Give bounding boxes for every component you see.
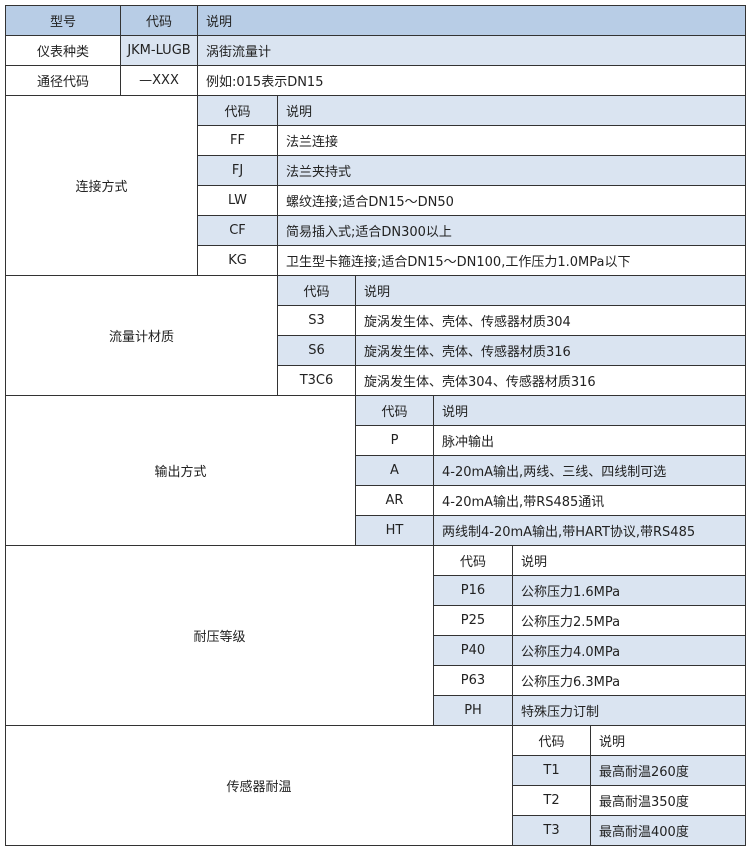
desc-header: 说明 xyxy=(513,546,746,576)
header-code: 代码 xyxy=(121,6,198,36)
code-header: 代码 xyxy=(356,396,434,426)
option-code: T2 xyxy=(513,786,591,816)
row-label: 仪表种类 xyxy=(6,36,121,66)
option-desc: 最高耐温350度 xyxy=(591,786,746,816)
desc-header: 说明 xyxy=(278,96,746,126)
section-label: 输出方式 xyxy=(6,396,356,546)
section: 传感器耐温 代码 说明 T1 最高耐温260度 T2 最高耐温350度 T3 最高耐温400度 xyxy=(6,726,746,846)
section: 流量计材质 代码 说明 S3 旋涡发生体、壳体、传感器材质304 S6 旋涡发生体、壳体、传… xyxy=(6,276,746,396)
section: 耐压等级 代码 说明 P16 公称压力1.6MPa P25 公称压力2.5MPa P40 公称压… xyxy=(6,546,746,726)
option-code: KG xyxy=(198,246,278,276)
option-code: P63 xyxy=(434,666,513,696)
code-header: 代码 xyxy=(198,96,278,126)
section-label: 耐压等级 xyxy=(6,546,434,726)
option-code: T3C6 xyxy=(278,366,356,396)
option-desc: 4-20mA输出,两线、三线、四线制可选 xyxy=(434,456,746,486)
row-code: JKM-LUGB xyxy=(121,36,198,66)
option-desc: 旋涡发生体、壳体、传感器材质316 xyxy=(356,336,746,366)
option-desc: 最高耐温400度 xyxy=(591,816,746,846)
option-desc: 简易插入式;适合DN300以上 xyxy=(278,216,746,246)
option-code: P16 xyxy=(434,576,513,606)
header-model: 型号 xyxy=(6,6,121,36)
option-desc: 两线制4-20mA输出,带HART协议,带RS485 xyxy=(434,516,746,546)
code-header: 代码 xyxy=(278,276,356,306)
section-label: 流量计材质 xyxy=(6,276,278,396)
model-selection-table: 型号 代码 说明 仪表种类 JKM-LUGB 涡街流量计 通径代码 —XXX 例… xyxy=(5,5,746,846)
section: 连接方式 代码 说明 FF 法兰连接 FJ 法兰夹持式 LW 螺纹连接;适合DN15～DN50 C… xyxy=(6,96,746,276)
option-code: FF xyxy=(198,126,278,156)
section: 输出方式 代码 说明 P 脉冲输出 A 4-20mA输出,两线、三线、四线制可选 AR 4-20… xyxy=(6,396,746,546)
option-code: S6 xyxy=(278,336,356,366)
top-section: 型号 代码 说明 仪表种类 JKM-LUGB 涡街流量计 通径代码 —XXX 例… xyxy=(6,6,746,96)
option-desc: 旋涡发生体、壳体304、传感器材质316 xyxy=(356,366,746,396)
option-code: P25 xyxy=(434,606,513,636)
desc-header: 说明 xyxy=(591,726,746,756)
option-desc: 公称压力4.0MPa xyxy=(513,636,746,666)
option-code: HT xyxy=(356,516,434,546)
row-desc: 例如:015表示DN15 xyxy=(198,66,746,96)
option-code: P xyxy=(356,426,434,456)
option-desc: 4-20mA输出,带RS485通讯 xyxy=(434,486,746,516)
option-desc: 旋涡发生体、壳体、传感器材质304 xyxy=(356,306,746,336)
header-desc: 说明 xyxy=(198,6,746,36)
option-code: S3 xyxy=(278,306,356,336)
option-code: FJ xyxy=(198,156,278,186)
option-code: P40 xyxy=(434,636,513,666)
option-code: PH xyxy=(434,696,513,726)
option-code: T3 xyxy=(513,816,591,846)
row-label: 通径代码 xyxy=(6,66,121,96)
code-header: 代码 xyxy=(513,726,591,756)
option-code: CF xyxy=(198,216,278,246)
option-desc: 公称压力2.5MPa xyxy=(513,606,746,636)
option-desc: 卫生型卡箍连接;适合DN15～DN100,工作压力1.0MPa以下 xyxy=(278,246,746,276)
section-label: 连接方式 xyxy=(6,96,198,276)
option-code: AR xyxy=(356,486,434,516)
desc-header: 说明 xyxy=(356,276,746,306)
row-desc: 涡街流量计 xyxy=(198,36,746,66)
option-desc: 法兰连接 xyxy=(278,126,746,156)
option-desc: 公称压力1.6MPa xyxy=(513,576,746,606)
option-desc: 法兰夹持式 xyxy=(278,156,746,186)
code-header: 代码 xyxy=(434,546,513,576)
option-desc: 螺纹连接;适合DN15～DN50 xyxy=(278,186,746,216)
option-code: A xyxy=(356,456,434,486)
option-desc: 脉冲输出 xyxy=(434,426,746,456)
option-code: T1 xyxy=(513,756,591,786)
option-code: LW xyxy=(198,186,278,216)
row-code: —XXX xyxy=(121,66,198,96)
section-label: 传感器耐温 xyxy=(6,726,513,846)
option-desc: 公称压力6.3MPa xyxy=(513,666,746,696)
option-desc: 特殊压力订制 xyxy=(513,696,746,726)
desc-header: 说明 xyxy=(434,396,746,426)
option-desc: 最高耐温260度 xyxy=(591,756,746,786)
